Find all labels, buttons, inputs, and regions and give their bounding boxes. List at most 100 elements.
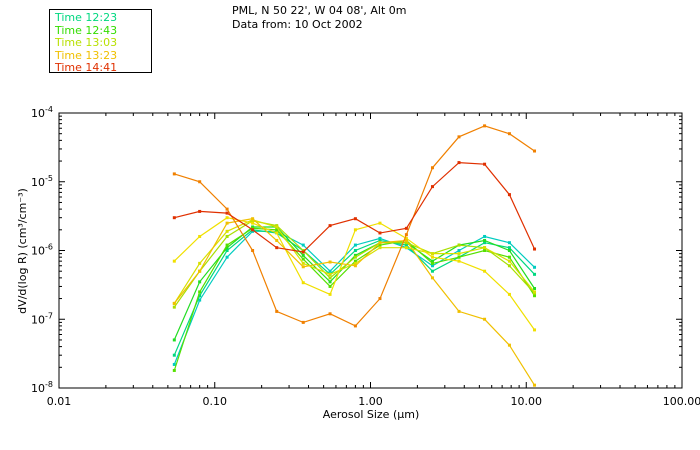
data-point [225, 207, 229, 211]
y-tick-label: 10-5 [31, 174, 53, 189]
data-point [275, 229, 279, 233]
data-point [483, 269, 487, 273]
data-point [328, 276, 332, 280]
data-point [301, 320, 305, 324]
data-point [301, 249, 305, 252]
data-point [328, 224, 332, 228]
legend-list: Time 12:23 Time 12:43 Time 13:03 Time 13:23… [50, 10, 151, 75]
data-point [172, 368, 176, 372]
data-point [353, 264, 357, 268]
data-point [378, 236, 382, 240]
data-point [533, 265, 537, 269]
data-point [507, 193, 511, 197]
data-point [430, 264, 434, 268]
data-point [533, 287, 537, 291]
y-axis-label: dV/d(log R) (cm³/cm⁻³) [16, 188, 29, 314]
data-point [507, 132, 511, 136]
data-point [328, 272, 332, 276]
x-tick-label: 1.00 [358, 395, 383, 408]
data-point [172, 301, 176, 305]
data-point [225, 255, 229, 259]
data-point [198, 180, 202, 184]
data-point [353, 243, 357, 247]
chart-header: PML, N 50 22', W 04 08', Alt 0m Data fro… [232, 4, 406, 32]
series-line-8 [174, 125, 535, 327]
data-point [301, 253, 305, 257]
legend-item: Time 12:23 [55, 11, 118, 24]
data-point [353, 253, 357, 257]
data-point [378, 241, 382, 245]
x-tick-label: 100.00 [663, 395, 700, 408]
data-point [251, 249, 255, 252]
data-point [507, 249, 511, 252]
data-point [507, 241, 511, 245]
data-point [198, 290, 202, 294]
data-point [353, 324, 357, 328]
data-point [404, 238, 408, 242]
data-point [251, 221, 255, 225]
data-point [275, 231, 279, 235]
legend-item: Time 12:43 [55, 23, 118, 37]
data-point [172, 259, 176, 263]
data-point [378, 297, 382, 301]
plot-frame [58, 112, 683, 389]
data-point [328, 312, 332, 316]
data-point [404, 241, 408, 245]
data-point [198, 280, 202, 284]
data-point [404, 246, 408, 250]
data-point [430, 166, 434, 170]
data-point [404, 226, 408, 230]
data-point [198, 269, 202, 273]
data-point [328, 260, 332, 264]
data-point [353, 259, 357, 263]
data-point [353, 228, 357, 232]
y-tick-label: 10-7 [31, 311, 53, 326]
data-point [328, 280, 332, 284]
chart-legend: Time 12:23 Time 12:43 Time 13:03 Time 13:23… [49, 9, 152, 75]
data-point [172, 353, 176, 357]
data-point [378, 221, 382, 225]
data-point [301, 281, 305, 285]
data-point [533, 247, 537, 251]
data-point [507, 264, 511, 268]
data-point [457, 259, 461, 263]
date-label: Data from: 10 Oct 2002 [232, 18, 363, 31]
data-point [301, 261, 305, 265]
data-point [533, 328, 537, 332]
data-point [483, 246, 487, 250]
data-point [533, 290, 537, 294]
data-point [198, 294, 202, 298]
data-point [275, 246, 279, 250]
data-point [198, 261, 202, 265]
data-point [251, 228, 255, 232]
data-point [483, 238, 487, 242]
data-point [301, 265, 305, 269]
data-point [353, 217, 357, 221]
location-label: PML, N 50 22', W 04 08', Alt 0m [232, 4, 407, 17]
data-point [483, 249, 487, 252]
data-point [483, 162, 487, 166]
data-point [533, 149, 537, 153]
data-point [404, 236, 408, 240]
data-point [430, 185, 434, 189]
data-point [457, 252, 461, 256]
data-point [430, 252, 434, 256]
data-point [430, 255, 434, 259]
data-point [457, 249, 461, 252]
data-point [378, 238, 382, 242]
data-point [225, 229, 229, 233]
data-point [483, 241, 487, 245]
data-point [275, 309, 279, 313]
x-tick-label: 0.01 [47, 395, 72, 408]
data-point [457, 255, 461, 259]
data-point [251, 217, 255, 221]
data-point [225, 246, 229, 250]
data-point [301, 243, 305, 247]
series-line-6 [173, 217, 535, 331]
data-point [198, 298, 202, 302]
data-point [225, 234, 229, 238]
data-point [483, 124, 487, 128]
data-point [225, 216, 229, 220]
data-point [275, 238, 279, 242]
